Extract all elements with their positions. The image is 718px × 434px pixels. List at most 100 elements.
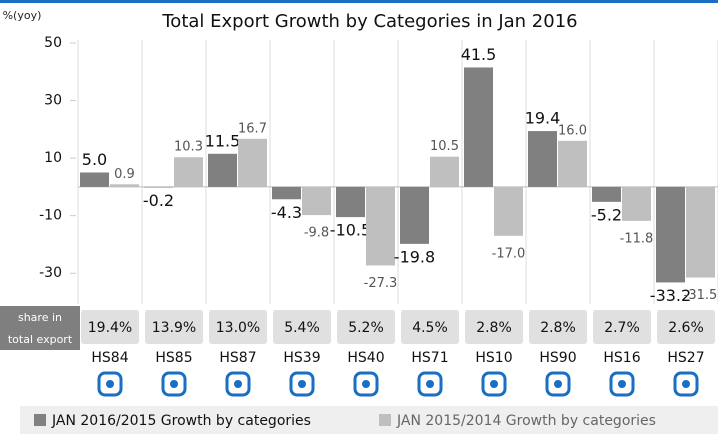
data-label: 41.5 [461, 45, 497, 64]
data-label: -10.5 [330, 221, 371, 240]
share-cell [465, 310, 523, 344]
top-border [0, 0, 718, 3]
bar [366, 186, 395, 266]
data-label: -9.8 [304, 226, 329, 241]
bar [464, 67, 493, 187]
bar [622, 186, 651, 221]
data-label: -19.8 [394, 247, 435, 266]
category-icon [481, 371, 507, 397]
data-label: -11.8 [620, 231, 654, 246]
data-label: 0.9 [114, 167, 135, 182]
bar [110, 184, 139, 187]
data-label: -27.3 [364, 276, 398, 291]
share-header-text: share in [18, 311, 62, 324]
category-icon [618, 380, 626, 388]
bar [80, 172, 109, 187]
share-value: 4.5% [412, 320, 448, 336]
data-label: 16.7 [238, 121, 267, 136]
bar [238, 138, 267, 187]
y-tick-label: -30 [39, 265, 62, 281]
chart-title: Total Export Growth by Categories in Jan… [161, 11, 577, 32]
category-icon [161, 371, 187, 397]
bar [430, 156, 459, 187]
bar [400, 186, 429, 244]
share-value: 19.4% [88, 320, 132, 336]
category-icon [682, 380, 690, 388]
legend-swatch [379, 414, 391, 426]
data-label: -31.5 [684, 288, 718, 303]
x-tick-label: HS84 [91, 350, 128, 366]
share-header [0, 306, 80, 350]
share-value: 2.8% [540, 320, 576, 336]
bar [494, 186, 523, 236]
category-icon [490, 380, 498, 388]
x-tick-label: HS90 [539, 350, 576, 366]
data-label: 16.0 [558, 123, 587, 138]
category-icon [554, 380, 562, 388]
data-label: -5.2 [591, 205, 622, 224]
y-axis-label: %(yoy) [3, 9, 42, 22]
x-tick-label: HS16 [603, 350, 640, 366]
data-label: 19.4 [525, 109, 561, 128]
data-label: 11.5 [205, 131, 241, 150]
share-cell [81, 310, 139, 344]
bar [592, 186, 621, 202]
share-value: 2.8% [476, 320, 512, 336]
category-icon [170, 380, 178, 388]
bar [558, 140, 587, 187]
share-cell [273, 310, 331, 344]
bar [528, 131, 557, 187]
share-value: 5.4% [284, 320, 320, 336]
y-tick-label: 10 [44, 150, 62, 166]
share-cell [657, 310, 715, 344]
y-tick-label: 30 [44, 93, 62, 109]
bar [336, 186, 365, 218]
x-tick-label: HS40 [347, 350, 384, 366]
x-tick-label: HS10 [475, 350, 512, 366]
data-label: 5.0 [82, 150, 107, 169]
share-value: 2.7% [604, 320, 640, 336]
share-cell [529, 310, 587, 344]
legend-swatch [34, 414, 46, 426]
bar [144, 186, 173, 188]
y-tick-label: 50 [44, 35, 62, 51]
x-tick-label: HS27 [667, 350, 704, 366]
share-cell [401, 310, 459, 344]
bar [272, 186, 301, 200]
data-label: 10.3 [174, 140, 203, 155]
share-value: 5.2% [348, 320, 384, 336]
share-value: 2.6% [668, 320, 704, 336]
data-label: -17.0 [492, 246, 526, 261]
share-cell [209, 310, 267, 344]
x-tick-label: HS85 [155, 350, 192, 366]
share-value: 13.0% [216, 320, 260, 336]
data-label: -0.2 [143, 191, 174, 210]
legend-box [20, 406, 718, 434]
x-tick-label: HS71 [411, 350, 448, 366]
bar [208, 153, 237, 187]
category-icon [545, 371, 571, 397]
category-icon [362, 380, 370, 388]
share-value: 13.9% [152, 320, 196, 336]
share-header-text: total export [8, 333, 73, 346]
category-icon [225, 371, 251, 397]
legend-label: JAN 2016/2015 Growth by categories [51, 413, 311, 429]
category-icon [289, 371, 315, 397]
category-icon [417, 371, 443, 397]
share-cell [593, 310, 651, 344]
category-icon [353, 371, 379, 397]
share-cell [145, 310, 203, 344]
x-tick-label: HS87 [219, 350, 256, 366]
legend-label: JAN 2015/2014 Growth by categories [396, 413, 656, 429]
category-icon [106, 380, 114, 388]
share-cell [337, 310, 395, 344]
category-icon [97, 371, 123, 397]
y-tick-label: -10 [39, 208, 62, 224]
data-label: -33.2 [650, 286, 691, 305]
bar [302, 186, 331, 216]
category-icon [234, 380, 242, 388]
bar [686, 186, 715, 278]
x-tick-label: HS39 [283, 350, 320, 366]
bar [174, 157, 203, 187]
